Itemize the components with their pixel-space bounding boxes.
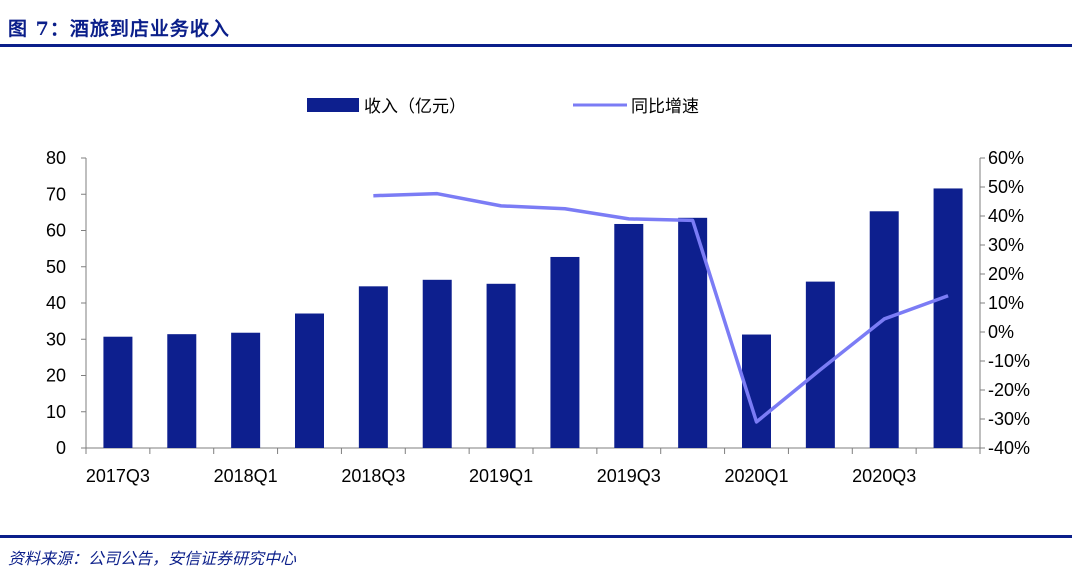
bar-revenue [167,334,197,448]
y-right-tick-label: -20% [988,380,1030,400]
source-note: 资料来源：公司公告，安信证券研究中心 [8,549,297,568]
top-rule [0,44,1072,47]
x-tick-label: 2019Q3 [597,466,661,486]
legend-bar-swatch [307,98,359,112]
legend: 收入（亿元） 同比增速 [307,97,699,117]
x-tick-label: 2019Q1 [469,466,533,486]
y-left-tick-label: 30 [46,329,66,349]
x-tick-label: 2020Q3 [852,466,916,486]
y-left-tick-label: 0 [56,438,66,458]
x-tick-label: 2018Q3 [341,466,405,486]
y-right-tick-label: 40% [988,206,1024,226]
y-right-tick-label: 10% [988,293,1024,313]
y-left-tick-label: 60 [46,221,66,241]
y-right-tick-label: 30% [988,235,1024,255]
y-right-tick-label: -30% [988,409,1030,429]
y-right-tick-label: -40% [988,438,1030,458]
bar-revenue [933,188,963,448]
bar-revenue [422,279,452,448]
y-right-tick-label: 50% [988,177,1024,197]
growth-line-series [373,191,949,424]
figure-title: 图 7：酒旅到店业务收入 [8,18,230,40]
bar-revenue [614,223,644,448]
y-right-tick-label: -10% [988,351,1030,371]
y-left-tick-label: 10 [46,402,66,422]
legend-bar-label: 收入（亿元） [364,97,466,117]
bar-series [103,188,963,448]
x-tick-label: 2020Q1 [724,466,788,486]
y-left-tick-label: 40 [46,293,66,313]
y-right-tick-label: 20% [988,264,1024,284]
legend-line-label: 同比增速 [631,97,699,117]
bar-revenue [486,283,516,448]
bottom-rule [0,535,1072,538]
y-left-tick-label: 80 [46,148,66,168]
bar-revenue [103,336,133,448]
growth-line [373,191,949,424]
y-right-tick-label: 60% [988,148,1024,168]
y-right-tick-label: 0% [988,322,1014,342]
y-left-tick-label: 20 [46,366,66,386]
y-left-tick-label: 50 [46,257,66,277]
x-tick-label: 2018Q1 [214,466,278,486]
bar-revenue [550,256,580,448]
bar-revenue [295,313,324,448]
bar-revenue [231,332,261,448]
bar-revenue [358,286,388,448]
x-tick-label: 2017Q3 [86,466,150,486]
y-left-tick-label: 70 [46,184,66,204]
bar-revenue [869,211,899,448]
bar-revenue [805,281,835,448]
